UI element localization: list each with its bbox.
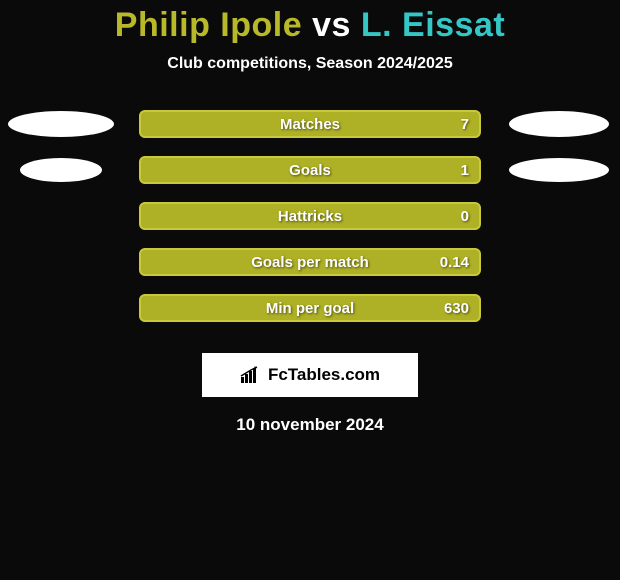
comparison-infographic: Philip Ipole vs L. Eissat Club competiti… — [0, 0, 620, 580]
stat-row: Min per goal 630 — [0, 285, 620, 331]
vs-separator: vs — [312, 6, 351, 44]
brand-text: FcTables.com — [268, 365, 380, 385]
date-label: 10 november 2024 — [0, 415, 620, 435]
subtitle: Club competitions, Season 2024/2025 — [0, 55, 620, 73]
left-slot — [1, 158, 121, 182]
left-slot — [1, 111, 121, 137]
stat-bar: Goals 1 — [139, 156, 481, 184]
stat-bar: Matches 7 — [139, 110, 481, 138]
right-slot — [499, 111, 619, 137]
stat-label: Matches — [280, 116, 340, 133]
stat-value: 0.14 — [440, 254, 469, 271]
stat-bar: Min per goal 630 — [139, 294, 481, 322]
stat-value: 630 — [444, 300, 469, 317]
bar-chart-icon — [240, 366, 262, 384]
page-title: Philip Ipole vs L. Eissat — [0, 6, 620, 45]
brand-badge: FcTables.com — [202, 353, 418, 397]
player-b-ellipse — [509, 111, 609, 137]
stat-label: Goals — [289, 162, 331, 179]
stat-bar: Goals per match 0.14 — [139, 248, 481, 276]
player-b-name: L. Eissat — [361, 6, 505, 44]
stat-label: Hattricks — [278, 208, 342, 225]
stat-label: Goals per match — [251, 254, 369, 271]
stats-rows: Matches 7 Goals 1 Hattricks 0 Goals per match 0… — [0, 101, 620, 331]
player-a-ellipse — [20, 158, 102, 182]
stat-row: Hattricks 0 — [0, 193, 620, 239]
stat-value: 7 — [461, 116, 469, 133]
stat-bar: Hattricks 0 — [139, 202, 481, 230]
right-slot — [499, 158, 619, 182]
player-a-ellipse — [8, 111, 114, 137]
stat-value: 0 — [461, 208, 469, 225]
stat-value: 1 — [461, 162, 469, 179]
stat-row: Goals per match 0.14 — [0, 239, 620, 285]
stat-row: Goals 1 — [0, 147, 620, 193]
player-b-ellipse — [509, 158, 609, 182]
player-a-name: Philip Ipole — [115, 6, 302, 44]
stat-label: Min per goal — [266, 300, 354, 317]
stat-row: Matches 7 — [0, 101, 620, 147]
